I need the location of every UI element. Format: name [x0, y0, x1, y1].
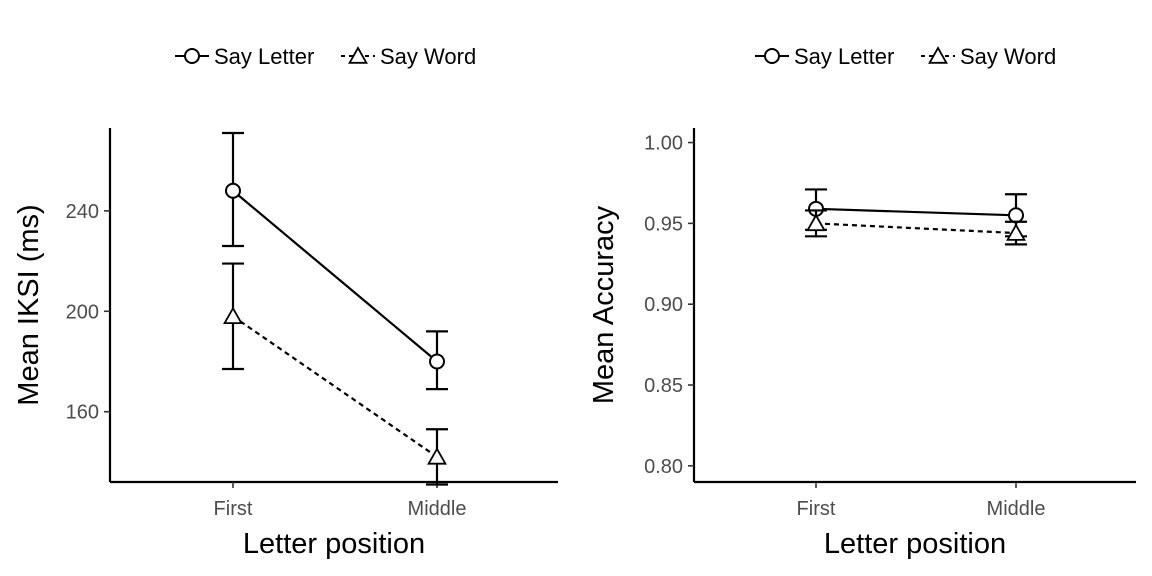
series-say-word	[222, 262, 448, 486]
legend-key-marker	[764, 48, 780, 64]
y-tick-label: 0.80	[644, 456, 683, 478]
y-tick-label: 160	[66, 402, 99, 424]
data-point	[223, 306, 243, 324]
x-axis-title: Letter position	[243, 528, 425, 560]
legend-key-marker	[928, 46, 948, 64]
data-point	[429, 353, 445, 370]
y-tick-label: 200	[66, 301, 99, 323]
series-line	[232, 315, 438, 458]
y-tick-label: 0.95	[644, 213, 683, 235]
y-tick-label: 0.90	[644, 294, 683, 316]
legend-label: Say Word	[380, 44, 476, 69]
data-point	[1006, 223, 1026, 241]
x-tick-label: First	[214, 498, 253, 520]
legend-label: Say Letter	[794, 44, 894, 69]
x-tick-label: Middle	[987, 498, 1046, 520]
legend-label: Say Word	[960, 44, 1056, 69]
series-say-letter	[222, 131, 448, 391]
data-point	[427, 447, 447, 465]
y-tick-label: 240	[66, 201, 99, 223]
y-axis-title: Mean Accuracy	[588, 205, 620, 404]
series-say-word	[805, 209, 1027, 246]
x-axis-title: Letter position	[824, 528, 1006, 560]
legend: Say Letter Say Word	[175, 44, 476, 69]
x-tick-label: First	[797, 498, 836, 520]
data-point	[225, 182, 241, 199]
x-tick-label: Middle	[408, 498, 467, 520]
series-line	[232, 189, 438, 363]
legend-label: Say Letter	[214, 44, 314, 69]
chart-panel-2: 0.80 0.85 0.90 0.95 1.00 First Middle Letter po…	[588, 44, 1136, 560]
data-point	[1008, 207, 1024, 224]
series-line	[815, 207, 1017, 217]
y-tick-label: 1.00	[644, 133, 683, 155]
data-point	[806, 213, 826, 232]
chart-panel-1: 160 200 240 First Middle Letter position Mean …	[13, 44, 558, 560]
legend: Say Letter Say Word	[755, 44, 1056, 69]
legend-key-marker	[348, 46, 368, 64]
y-tick-label: 0.85	[644, 375, 683, 397]
y-axis-title: Mean IKSI (ms)	[13, 204, 45, 405]
series-line	[815, 222, 1017, 235]
legend-key-marker	[184, 48, 200, 64]
